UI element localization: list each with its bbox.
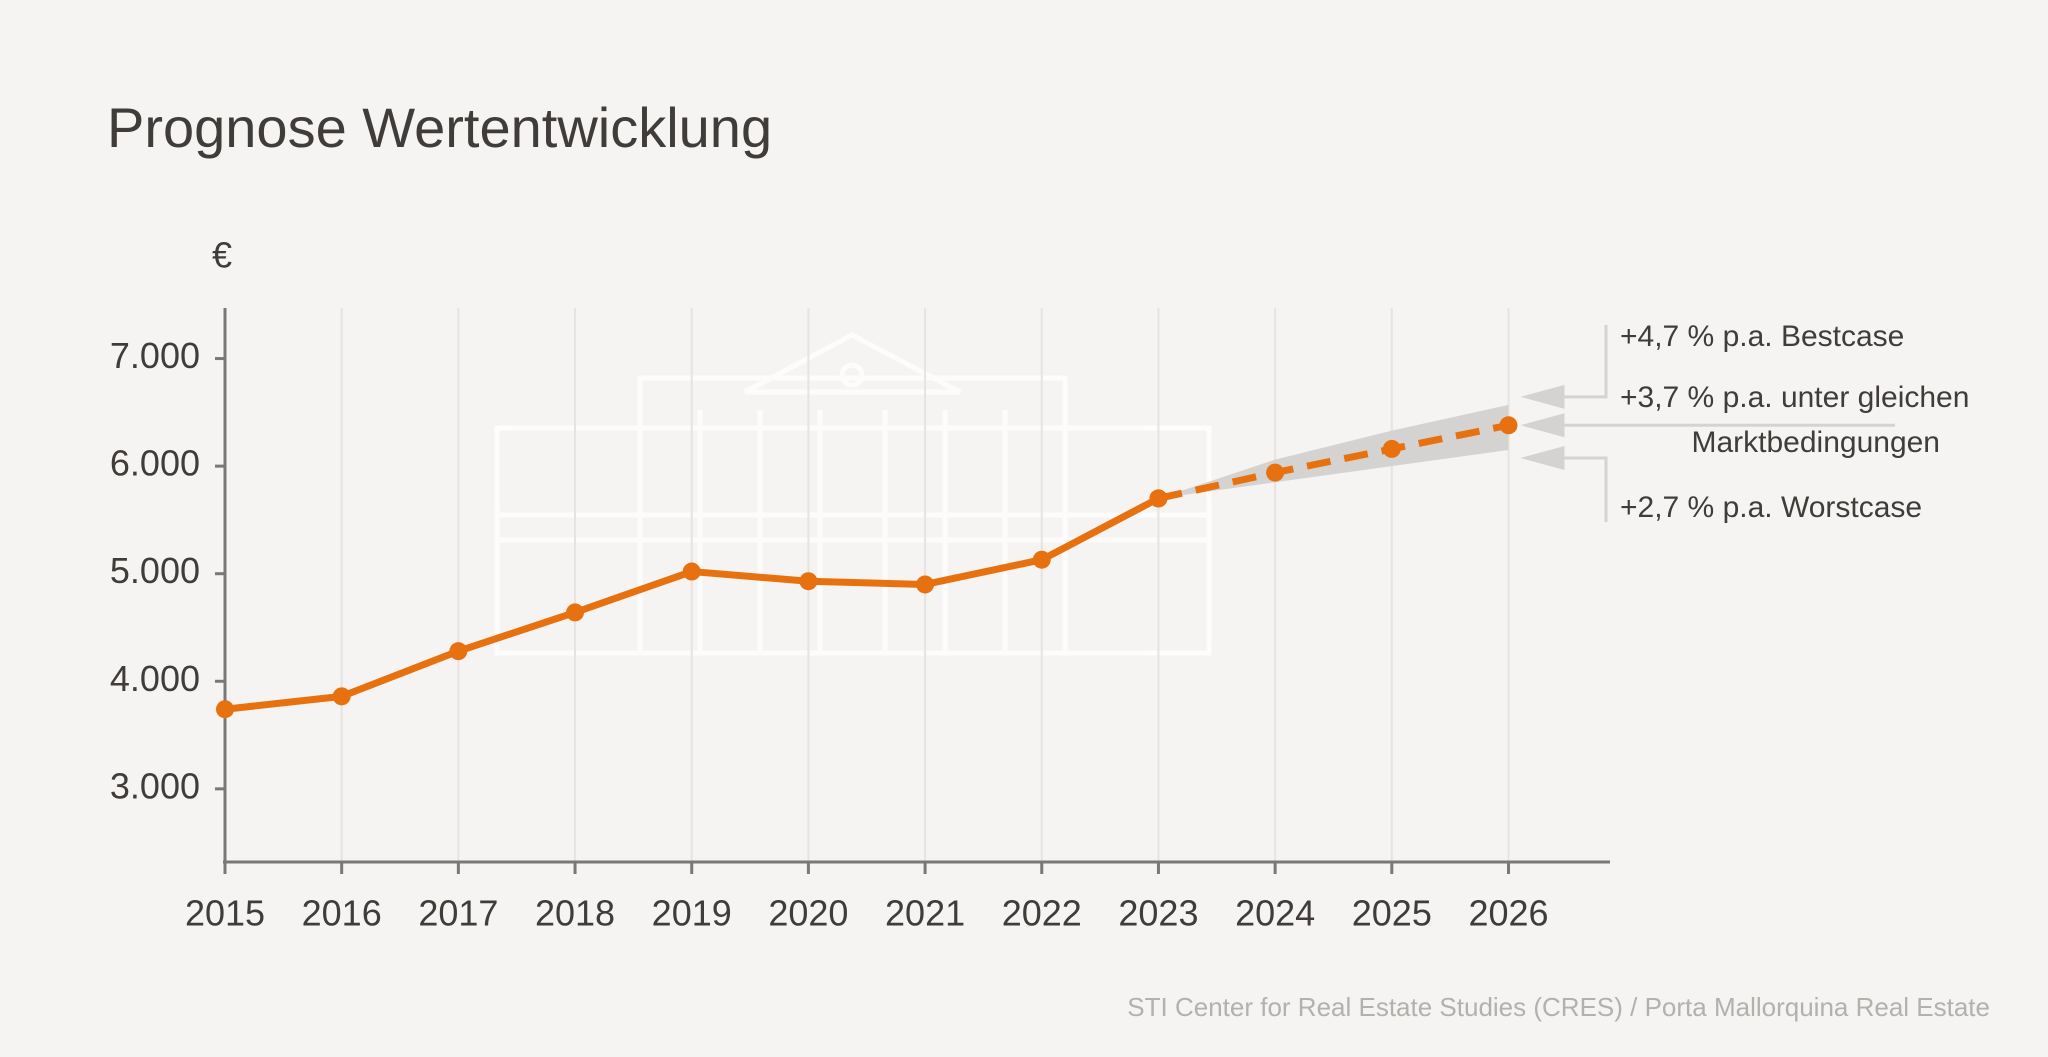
annotation-arrow [1520,445,1565,470]
data-point [566,603,585,622]
data-point [1032,550,1051,569]
y-tick-label: 7.000 [110,335,200,376]
x-tick-label: 2026 [1468,893,1548,934]
annotation-arrow [1520,413,1565,438]
x-tick-label: 2024 [1235,893,1315,934]
x-tick-label: 2017 [418,893,498,934]
data-point [1149,489,1168,508]
plot-area: 2015 2016 2017 2018 2019 2020 2021 2022 2023 2024… [110,308,1969,934]
x-tick-label: 2023 [1118,893,1198,934]
y-tick-label: 3.000 [110,765,200,806]
x-tick-label: 2016 [302,893,382,934]
annotation: +2,7 % p.a. Worstcase [1620,491,1922,524]
x-tick-label: 2021 [885,893,965,934]
chart-title: Prognose Wertentwicklung [107,96,772,159]
source: STI Center for Real Estate Studies (CRES… [1127,992,1990,1022]
annotation-bracket [1564,456,1608,522]
series-line [1157,421,1510,502]
data-point [1499,416,1518,435]
x-tick-label: 2015 [185,893,265,934]
forecast-band [1158,404,1509,499]
y-tick-label: 5.000 [110,550,200,591]
data-point [1266,463,1285,482]
data-point [332,687,351,706]
annotation: Marktbedingungen [1691,426,1940,459]
building-watermark [494,332,1212,656]
x-tick-label: 2018 [535,893,615,934]
x-tick-label: 2019 [652,893,732,934]
data-point [1382,439,1401,458]
x-tick-label: 2022 [1002,893,1082,934]
annotation-arrow [1520,384,1565,409]
data-point [449,642,468,661]
data-point [682,562,701,581]
annotation: +3,7 % p.a. unter gleichen [1620,381,1969,414]
y-tick-label: 6.000 [110,443,200,484]
data-point [916,575,935,594]
annotation: +4,7 % p.a. Bestcase [1620,320,1904,353]
x-tick-label: 2025 [1352,893,1432,934]
x-tick-label: 2020 [768,893,848,934]
annotation-bracket [1564,325,1608,399]
data-point [216,700,234,719]
y-tick-label: 4.000 [110,658,200,699]
y-axis-unit: € [212,235,232,276]
data-point [799,572,818,591]
